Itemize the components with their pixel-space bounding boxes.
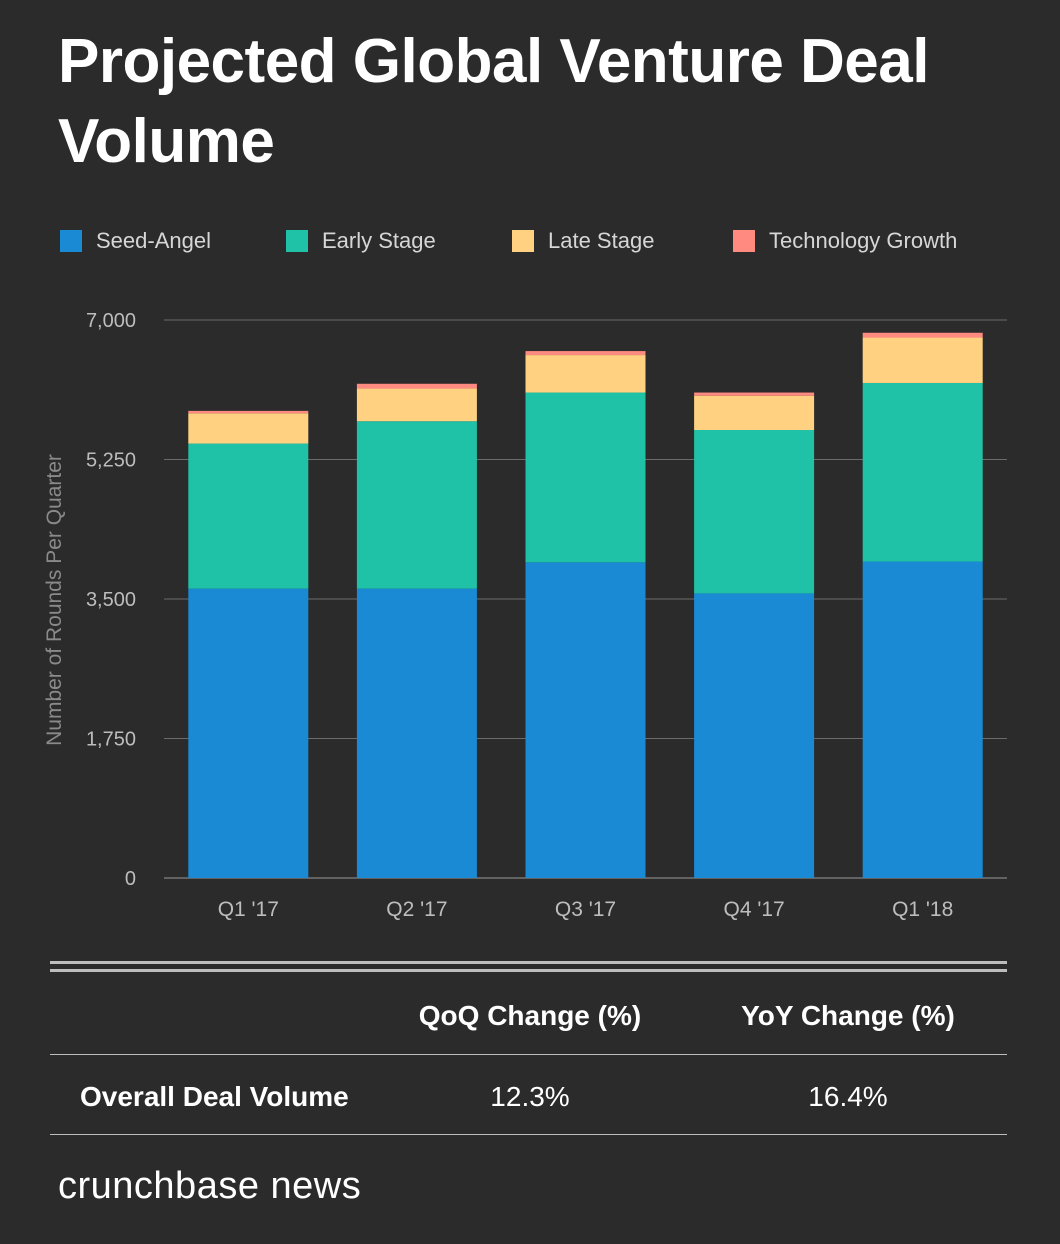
table-bottom-rule [50, 1134, 1007, 1135]
bar-segment-late-stage [356, 388, 477, 422]
bar-segment-early-stage [525, 392, 646, 563]
chart-legend: Seed-Angel Early Stage Late Stage Techno… [0, 228, 1060, 254]
x-tick-label: Q3 '17 [555, 898, 616, 921]
legend-item-seed-angel: Seed-Angel [60, 228, 211, 254]
table-header-qoq: QoQ Change (%) [418, 1000, 642, 1031]
chart-title: Projected Global Venture Deal Volume [58, 27, 930, 176]
bar-segment-technology-growth [862, 332, 983, 338]
y-axis-label: Number of Rounds Per Quarter [43, 454, 66, 746]
legend-swatch-early-stage [286, 230, 308, 252]
legend-label: Early Stage [322, 228, 436, 253]
legend-swatch-technology-growth [733, 230, 755, 252]
bar-segment-late-stage [525, 355, 646, 393]
table-top-rule [50, 961, 1007, 964]
bar-segment-seed-angel [694, 593, 815, 878]
legend-label: Technology Growth [769, 228, 958, 253]
x-tick-label: Q1 '18 [892, 898, 953, 921]
legend-swatch-late-stage [512, 230, 534, 252]
bar-segment-early-stage [862, 382, 983, 562]
y-tick-labels: 0 1,750 3,500 5,250 7,000 [86, 310, 136, 890]
legend-swatch-seed-angel [60, 230, 82, 252]
bars [188, 332, 983, 878]
bar-segment-late-stage [188, 413, 309, 444]
table-header-yoy: YoY Change (%) [741, 1000, 955, 1031]
table-cell-qoq: 12.3% [490, 1081, 570, 1112]
legend-item-technology-growth: Technology Growth [733, 228, 957, 254]
legend-label: Seed-Angel [96, 228, 211, 253]
table-cell-yoy: 16.4% [808, 1081, 888, 1112]
y-tick-label: 3,500 [86, 589, 136, 611]
y-tick-label: 1,750 [86, 729, 136, 751]
bar-segment-early-stage [356, 421, 477, 589]
bar-segment-early-stage [188, 443, 309, 589]
brand-logo: crunchbase news [58, 1165, 362, 1207]
y-tick-label: 5,250 [86, 450, 136, 472]
y-tick-label: 7,000 [86, 310, 136, 332]
bar-segment-technology-growth [525, 351, 646, 356]
x-tick-label: Q4 '17 [723, 898, 784, 921]
bar-segment-seed-angel [188, 588, 309, 878]
bar-segment-technology-growth [356, 383, 477, 389]
bar-segment-late-stage [694, 395, 815, 431]
x-tick-labels: Q1 '17 Q2 '17 Q3 '17 Q4 '17 Q1 '18 [218, 898, 954, 921]
bar-segment-technology-growth [694, 392, 815, 396]
legend-label: Late Stage [548, 228, 655, 253]
stacked-bar-chart: 0 1,750 3,500 5,250 7,000 Q1 '17 Q2 '17 Q3 '17… [43, 310, 1007, 921]
bar-segment-technology-growth [188, 410, 309, 414]
bar-segment-early-stage [694, 430, 815, 594]
bar-segment-seed-angel [525, 562, 646, 878]
bar-segment-seed-angel [862, 561, 983, 878]
legend-item-early-stage: Early Stage [286, 228, 436, 254]
x-tick-label: Q2 '17 [386, 898, 447, 921]
legend-item-late-stage: Late Stage [512, 228, 654, 254]
bar-segment-seed-angel [356, 588, 477, 878]
table-row-label: Overall Deal Volume [80, 1081, 349, 1112]
y-tick-label: 0 [125, 868, 136, 890]
table-divider [50, 1054, 1007, 1055]
table-top-rule-second [50, 969, 1007, 972]
x-tick-label: Q1 '17 [218, 898, 279, 921]
bar-segment-late-stage [862, 337, 983, 383]
